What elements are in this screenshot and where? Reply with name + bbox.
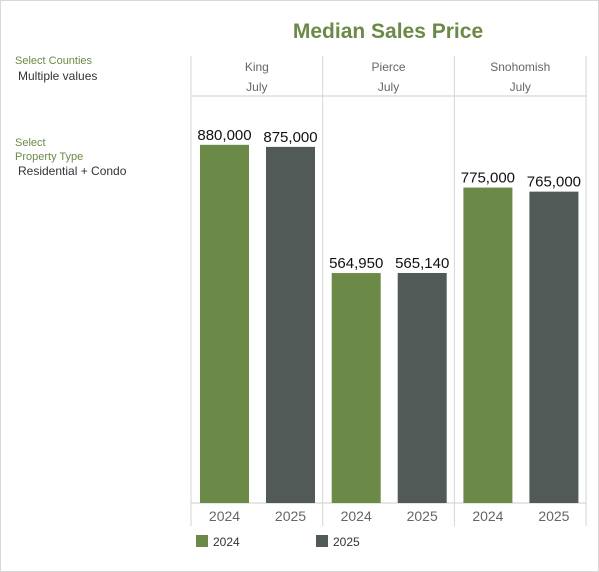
month-header: July — [246, 80, 267, 94]
bar-king-2025[interactable] — [266, 146, 315, 503]
bar-king-2024[interactable] — [200, 144, 249, 503]
bar-value-label: 565,140 — [395, 255, 449, 272]
property-type-filter-value[interactable]: Residential + Condo — [18, 164, 127, 178]
bar-value-label: 765,000 — [527, 174, 581, 191]
bar-snohomish-2024[interactable] — [463, 187, 513, 503]
x-tick-label: 2024 — [472, 508, 503, 524]
bar-value-label: 880,000 — [197, 127, 251, 144]
bar-pierce-2024[interactable] — [331, 273, 381, 503]
x-tick-label: 2025 — [407, 508, 438, 524]
county-header[interactable]: Pierce — [372, 60, 406, 74]
counties-filter-value[interactable]: Multiple values — [18, 69, 98, 83]
bar-value-label: 564,950 — [329, 255, 383, 272]
bar-pierce-2025[interactable] — [397, 272, 447, 503]
bar-value-label: 875,000 — [263, 129, 317, 146]
property-type-label-line1: Select — [15, 137, 46, 149]
x-tick-label: 2024 — [341, 508, 372, 524]
counties-filter-label: Select Counties — [15, 55, 93, 67]
legend-swatch-2025[interactable] — [316, 535, 328, 547]
legend-label[interactable]: 2025 — [333, 535, 360, 549]
month-header: July — [378, 80, 399, 94]
property-type-label-line2: Property Type — [15, 151, 84, 163]
bar-value-label: 775,000 — [461, 170, 515, 187]
chart-title: Median Sales Price — [292, 20, 484, 43]
x-tick-label: 2024 — [209, 508, 240, 524]
legend-label[interactable]: 2024 — [213, 535, 240, 549]
county-header[interactable]: King — [245, 60, 269, 74]
bar-snohomish-2025[interactable] — [529, 191, 579, 503]
month-header: July — [510, 80, 531, 94]
x-tick-label: 2025 — [538, 508, 569, 524]
legend-swatch-2024[interactable] — [196, 535, 208, 547]
county-header[interactable]: Snohomish — [490, 60, 550, 74]
x-tick-label: 2025 — [275, 508, 306, 524]
